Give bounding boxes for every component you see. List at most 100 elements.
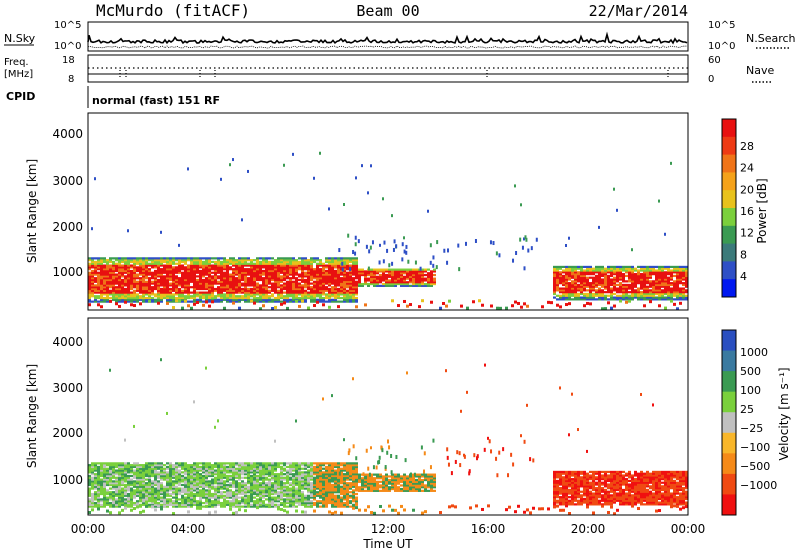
scatter-cell (259, 289, 262, 292)
scatter-cell (253, 491, 256, 494)
scatter-cell (100, 260, 103, 264)
scatter-cell (160, 478, 163, 481)
scatter-cell (220, 293, 223, 296)
scatter-cell (106, 492, 109, 496)
scatter-cell (274, 498, 277, 501)
scatter-cell (130, 467, 133, 470)
scatter-cell (193, 260, 196, 264)
scatter-cell (322, 278, 325, 282)
scatter-cell (157, 287, 160, 291)
scatter-cell (190, 464, 193, 467)
scatter-cell (625, 298, 628, 301)
scatter-cell (259, 485, 262, 488)
scatter-cell (226, 296, 229, 300)
scatter-cell (100, 483, 103, 487)
scatter-cell (220, 266, 223, 269)
scatter-cell (622, 265, 625, 269)
scatter-cell (211, 478, 214, 481)
scatter-cell (250, 278, 253, 282)
scatter-cell (328, 266, 331, 269)
scatter-cell (193, 298, 196, 301)
scatter-cell (88, 471, 91, 474)
scatter-cell (118, 291, 121, 294)
scatter-cell (652, 292, 655, 296)
scatter-cell (565, 298, 568, 301)
scatter-cell (133, 501, 136, 505)
scatter-cell (190, 266, 193, 269)
scatter-cell (115, 489, 118, 492)
scatter-cell (118, 498, 121, 501)
scatter-cell (199, 298, 202, 301)
scatter-cell (202, 482, 205, 485)
cpid-label: CPID (6, 90, 35, 103)
scatter-cell (256, 262, 259, 265)
scatter-cell (474, 238, 477, 243)
scatter-cell (169, 471, 172, 474)
scatter-cell (127, 289, 130, 292)
scatter-cell (208, 465, 211, 469)
scatter-cell (295, 496, 298, 499)
scatter-cell (580, 273, 583, 276)
scatter-cell (181, 275, 184, 278)
scatter-cell (148, 282, 151, 285)
scatter-cell (442, 301, 445, 305)
scatter-cell (289, 489, 292, 492)
scatter-cell (634, 273, 637, 276)
scatter-cell (664, 283, 667, 287)
scatter-cell (97, 257, 100, 260)
scatter-cell (634, 289, 637, 292)
scatter-cell (292, 505, 295, 508)
scatter-cell (190, 280, 193, 283)
scatter-cell (610, 291, 613, 294)
scatter-cell (211, 496, 214, 499)
scatter-cell (262, 487, 265, 490)
scatter-cell (289, 259, 292, 262)
scatter-cell (94, 298, 97, 301)
scatter-cell (217, 419, 219, 423)
scatter-cell (127, 487, 130, 490)
scatter-cell (304, 260, 307, 264)
scatter-cell (643, 278, 646, 281)
scatter-cell (97, 476, 100, 479)
scatter-cell (118, 269, 121, 273)
scatter-cell (409, 281, 412, 284)
scatter-cell (133, 291, 136, 294)
scatter-cell (115, 266, 118, 269)
scatter-cell (400, 270, 403, 273)
scatter-cell (106, 300, 109, 303)
scatter-cell (265, 268, 268, 271)
scatter-cell (526, 304, 529, 308)
scatter-cell (88, 291, 91, 294)
scatter-cell (283, 257, 286, 260)
scatter-cell (331, 275, 334, 278)
scatter-cell (181, 300, 184, 303)
scatter-cell (679, 291, 682, 294)
scatter-cell (97, 480, 100, 483)
scatter-cell (682, 269, 685, 272)
scatter-cell (289, 293, 292, 296)
scatter-cell (271, 474, 274, 478)
scatter-cell (235, 282, 238, 285)
scatter-cell (244, 300, 247, 303)
scatter-cell (337, 264, 340, 267)
scatter-cell (271, 489, 274, 492)
scatter-cell (208, 280, 211, 283)
scatter-cell (658, 282, 661, 285)
scatter-cell (100, 500, 103, 503)
scatter-cell (646, 287, 649, 290)
scatter-cell (121, 508, 124, 512)
scatter-cell (376, 284, 379, 287)
scatter-cell (169, 293, 172, 296)
scatter-cell (127, 462, 130, 465)
scatter-cell (280, 280, 283, 283)
scatter-cell (217, 498, 220, 501)
scatter-cell (136, 494, 139, 497)
scatter-cell (166, 478, 169, 481)
scatter-cell (244, 473, 247, 476)
scatter-cell (625, 267, 628, 270)
scatter-cell (184, 496, 187, 499)
scatter-cell (229, 296, 232, 300)
scatter-cell (277, 291, 280, 294)
scatter-cell (211, 473, 214, 476)
scatter-cell (247, 268, 250, 271)
